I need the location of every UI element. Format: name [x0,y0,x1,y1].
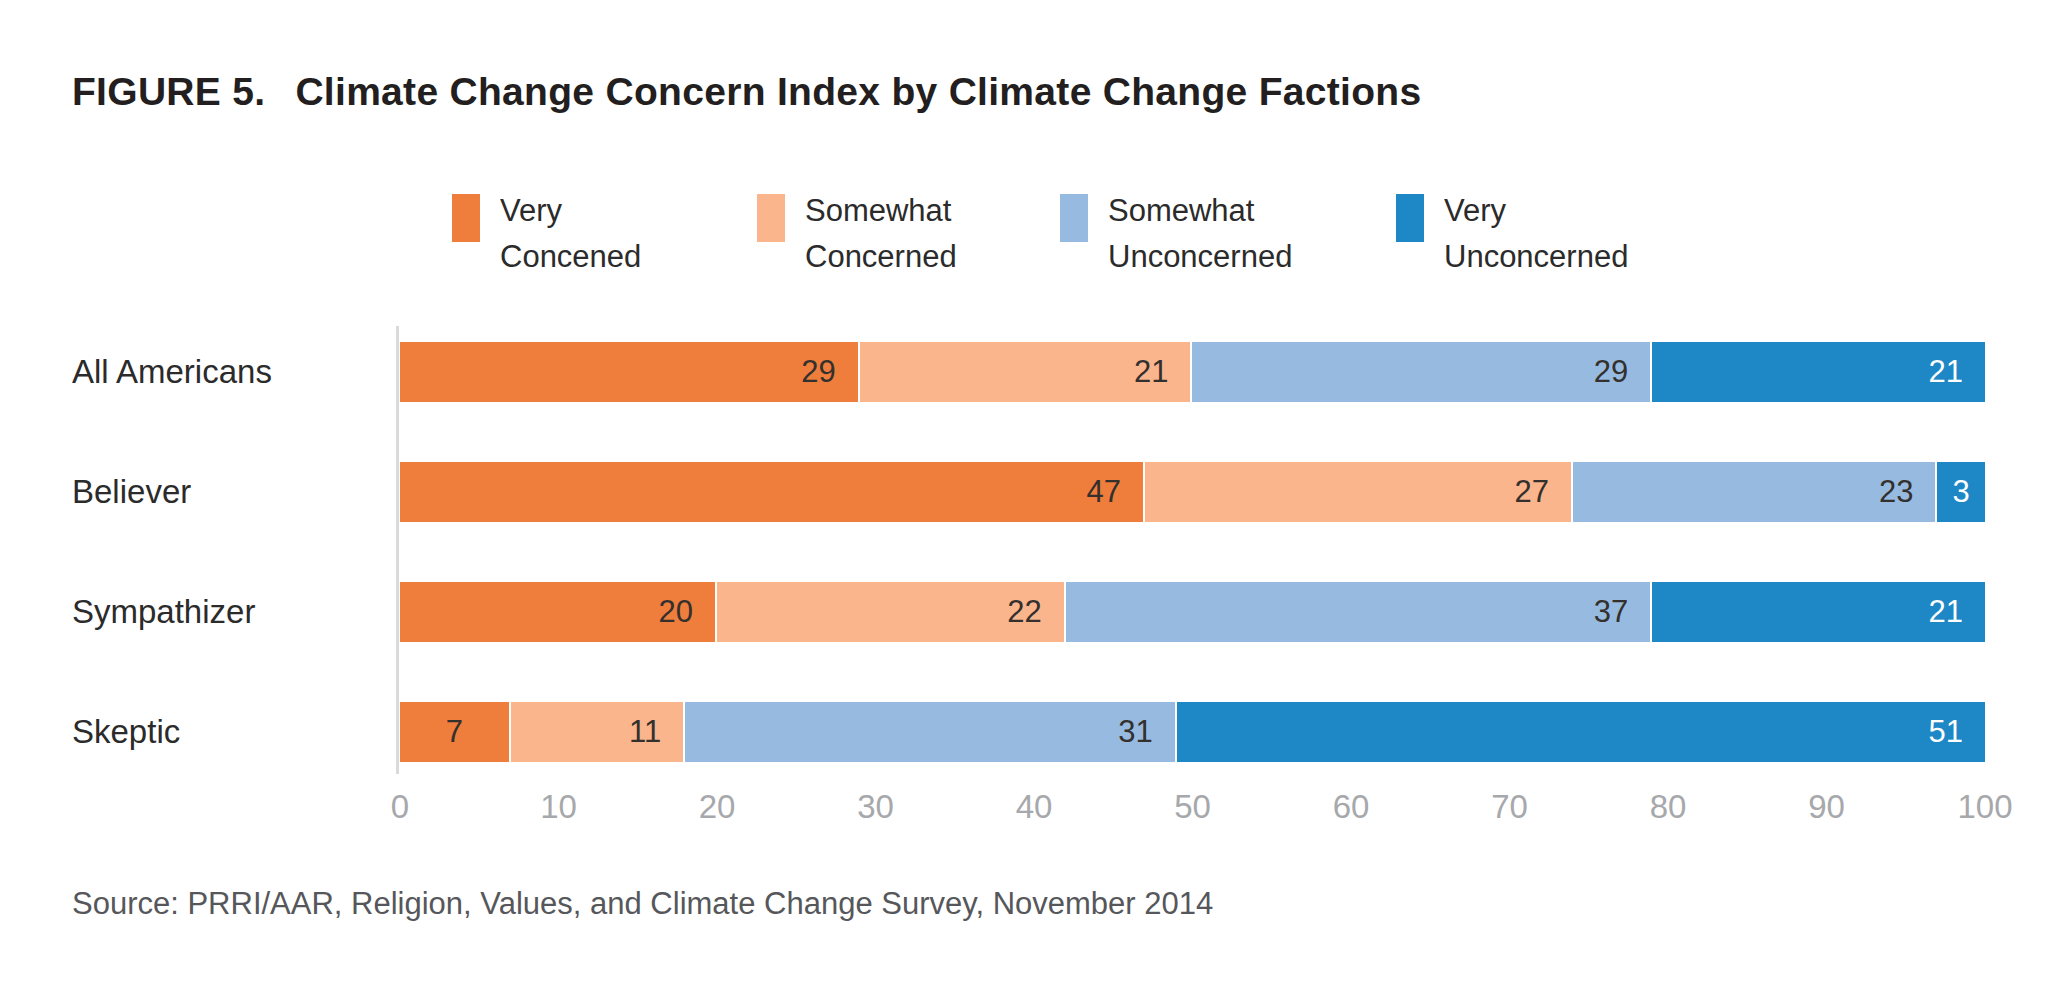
legend-swatch-icon [1060,194,1088,242]
bar-value-label: 29 [801,354,857,390]
bar-segment: 21 [860,342,1193,402]
legend-label-line: Very [1444,193,1506,228]
x-axis-tick: 90 [1808,788,1845,826]
bar-value-label: 3 [1953,474,1970,510]
x-axis-tick: 70 [1491,788,1528,826]
chart-row-skeptic: Skeptic 7 11 31 51 [0,702,2048,762]
legend-swatch-icon [757,194,785,242]
bar-value-label: 29 [1594,354,1650,390]
bar-value-label: 7 [446,714,463,750]
x-axis-tick: 40 [1016,788,1053,826]
bar-value-label: 23 [1879,474,1935,510]
bar-value-label: 21 [1928,354,1984,390]
source-note: Source: PRRI/AAR, Religion, Values, and … [72,886,1213,922]
bar-segment: 11 [511,702,685,762]
bar-value-label: 21 [1134,354,1190,390]
category-label: All Americans [0,342,400,402]
x-axis-tick: 80 [1650,788,1687,826]
legend-label-line: Unconcerned [1108,239,1292,274]
chart-row-believer: Believer 47 27 23 3 [0,462,2048,522]
bar-value-label: 37 [1594,594,1650,630]
x-axis: 0102030405060708090100 [400,788,1985,830]
bar-track: 7 11 31 51 [400,702,1985,762]
legend-label: Somewhat Concerned [805,188,957,280]
bar-segment: 29 [1192,342,1652,402]
legend-label-line: Concened [500,239,641,274]
bar-track: 29 21 29 21 [400,342,1985,402]
x-axis-tick: 30 [857,788,894,826]
bar-segment: 7 [400,702,511,762]
bar-value-label: 47 [1086,474,1142,510]
legend-label: Very Unconcerned [1444,188,1628,280]
bar-segment: 51 [1177,702,1985,762]
bar-segment: 22 [717,582,1066,642]
bar-segment: 21 [1652,342,1985,402]
bar-value-label: 22 [1007,594,1063,630]
bar-value-label: 11 [629,714,683,750]
figure-number: FIGURE 5. [72,70,265,113]
x-axis-tick: 20 [699,788,736,826]
bar-value-label: 31 [1118,714,1174,750]
figure-title: FIGURE 5. Climate Change Concern Index by… [72,70,1421,114]
legend-swatch-icon [452,194,480,242]
legend-label-line: Concerned [805,239,957,274]
bar-value-label: 21 [1928,594,1984,630]
legend-label: Very Concened [500,188,641,280]
legend-label-line: Very [500,193,562,228]
x-axis-tick: 50 [1174,788,1211,826]
legend-item: Very Concened [452,188,641,280]
bar-segment: 20 [400,582,717,642]
bar-segment: 23 [1573,462,1938,522]
bar-segment: 31 [685,702,1176,762]
category-label: Skeptic [0,702,400,762]
bar-segment: 3 [1937,462,1985,522]
bar-segment: 47 [400,462,1145,522]
legend-swatch-icon [1396,194,1424,242]
bar-value-label: 51 [1928,714,1984,750]
bar-value-label: 20 [659,594,715,630]
legend-item: Very Unconcerned [1396,188,1628,280]
chart-rows: All Americans 29 21 29 21 Believer 47 27 23 3 Symp… [0,342,2048,822]
legend-item: Somewhat Concerned [757,188,957,280]
chart-legend: Very Concened Somewhat Concerned Somewhat Unc… [0,188,2048,300]
bar-track: 47 27 23 3 [400,462,1985,522]
x-axis-tick: 0 [391,788,409,826]
x-axis-tick: 100 [1957,788,2012,826]
legend-label-line: Unconcerned [1444,239,1628,274]
bar-segment: 21 [1652,582,1985,642]
bar-segment: 27 [1145,462,1573,522]
figure-page: FIGURE 5. Climate Change Concern Index by… [0,0,2048,1008]
category-label: Sympathizer [0,582,400,642]
bar-segment: 37 [1066,582,1652,642]
bar-track: 20 22 37 21 [400,582,1985,642]
figure-title-text: Climate Change Concern Index by Climate … [295,70,1421,113]
chart-row-sympathizer: Sympathizer 20 22 37 21 [0,582,2048,642]
legend-item: Somewhat Unconcerned [1060,188,1292,280]
x-axis-tick: 60 [1333,788,1370,826]
bar-value-label: 27 [1514,474,1570,510]
x-axis-tick: 10 [540,788,577,826]
legend-label-line: Somewhat [1108,193,1254,228]
legend-label: Somewhat Unconcerned [1108,188,1292,280]
category-label: Believer [0,462,400,522]
bar-segment: 29 [400,342,860,402]
chart-row-all-americans: All Americans 29 21 29 21 [0,342,2048,402]
legend-label-line: Somewhat [805,193,951,228]
